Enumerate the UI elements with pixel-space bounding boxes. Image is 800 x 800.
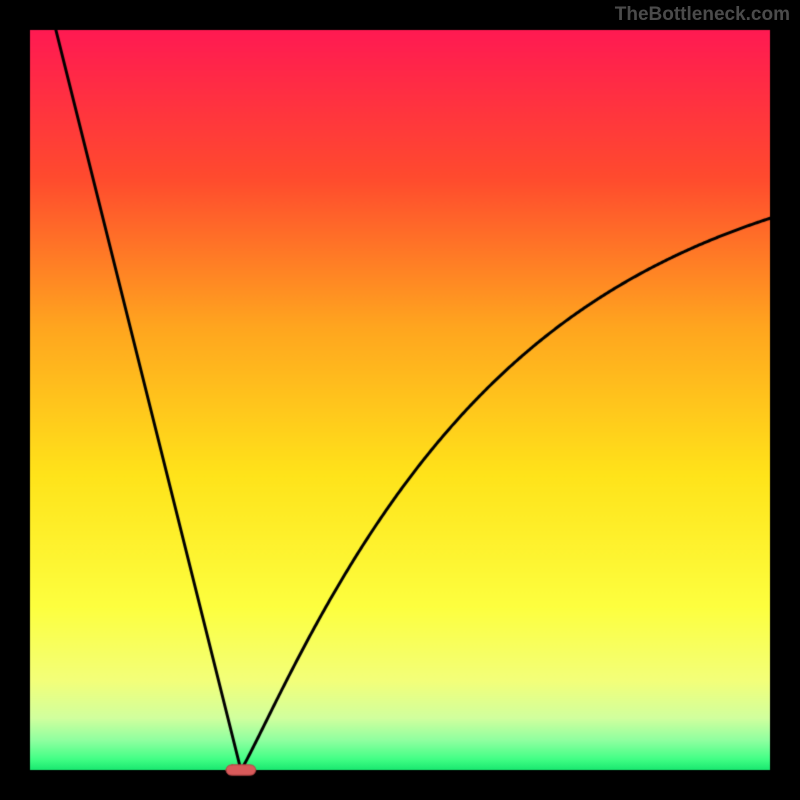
watermark-text: TheBottleneck.com xyxy=(615,4,790,26)
bottleneck-chart xyxy=(0,0,800,800)
